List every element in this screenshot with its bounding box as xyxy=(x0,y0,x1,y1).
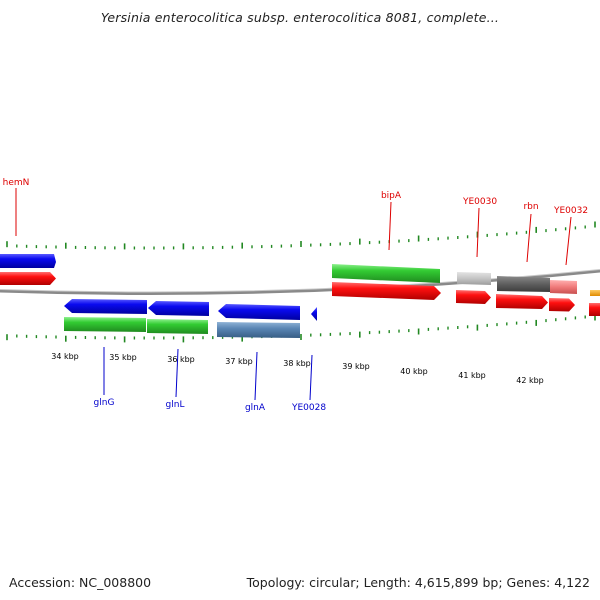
map-title: Yersinia enterocolitica subsp. enterocol… xyxy=(100,10,500,25)
gene-label-bipA[interactable]: bipA xyxy=(381,191,402,201)
kbp-label: 35 kbp xyxy=(109,353,137,362)
gene-arrow[interactable] xyxy=(549,298,575,312)
reverse-gene-labels: glnG glnL glnA YE0028 xyxy=(94,347,326,413)
gene-box[interactable] xyxy=(332,264,440,283)
gene-box[interactable] xyxy=(590,290,600,296)
gene-arrow[interactable] xyxy=(148,301,209,316)
genome-summary-text: Topology: circular; Length: 4,615,899 bp… xyxy=(246,575,590,590)
gene-label-YE0032[interactable]: YE0032 xyxy=(553,206,588,216)
forward-gene-labels: hemN bipA YE0030 rbn YE0032 xyxy=(3,178,588,266)
gene-arrow[interactable] xyxy=(589,303,600,316)
gene-label-glnG[interactable]: glnG xyxy=(94,398,115,408)
gene-label-rbn[interactable]: rbn xyxy=(523,202,538,212)
kbp-label: 37 kbp xyxy=(225,357,253,366)
gene-arrow[interactable] xyxy=(64,299,147,314)
gene-arrow[interactable] xyxy=(496,294,548,309)
label-leader-line xyxy=(526,213,532,263)
gene-arrow[interactable] xyxy=(332,282,441,300)
gene-label-YE0028[interactable]: YE0028 xyxy=(291,403,326,413)
gene-box[interactable] xyxy=(217,322,300,338)
gene-label-glnA[interactable]: glnA xyxy=(245,403,266,413)
label-leader-line xyxy=(309,354,313,401)
gene-arrow[interactable] xyxy=(0,254,56,268)
forward-strand-genes xyxy=(0,254,600,316)
label-leader-line xyxy=(388,201,392,251)
kbp-label: 41 kbp xyxy=(458,371,486,380)
inner-tick-row xyxy=(6,314,596,343)
gene-box[interactable] xyxy=(550,280,577,294)
kbp-label: 39 kbp xyxy=(342,362,370,371)
kbp-label: 38 kbp xyxy=(283,359,311,368)
gene-box[interactable] xyxy=(457,272,491,285)
outer-tick-row xyxy=(6,221,596,250)
accession-text: Accession: NC_008800 xyxy=(9,575,152,590)
reverse-strand-genes xyxy=(64,299,317,338)
label-leader-line xyxy=(175,348,179,398)
gene-arrow[interactable] xyxy=(311,307,317,321)
gene-box[interactable] xyxy=(497,276,550,292)
gene-label-hemN[interactable]: hemN xyxy=(3,178,30,188)
gene-arrow[interactable] xyxy=(456,290,491,304)
kbp-scale-labels: 34 kbp 35 kbp 36 kbp 37 kbp 38 kbp 39 kb… xyxy=(51,352,544,385)
gene-box[interactable] xyxy=(64,317,146,332)
kbp-label: 40 kbp xyxy=(400,367,428,376)
label-leader-line xyxy=(254,351,258,401)
gene-label-glnL[interactable]: glnL xyxy=(166,400,185,410)
kbp-label: 36 kbp xyxy=(167,355,195,364)
label-leader-line xyxy=(565,216,572,266)
gene-label-YE0030[interactable]: YE0030 xyxy=(462,197,497,207)
gene-arrow[interactable] xyxy=(218,304,300,320)
kbp-label: 42 kbp xyxy=(516,376,544,385)
kbp-label: 34 kbp xyxy=(51,352,79,361)
gene-arrow[interactable] xyxy=(0,272,56,285)
gene-box[interactable] xyxy=(147,319,208,334)
label-leader-line xyxy=(476,207,480,258)
